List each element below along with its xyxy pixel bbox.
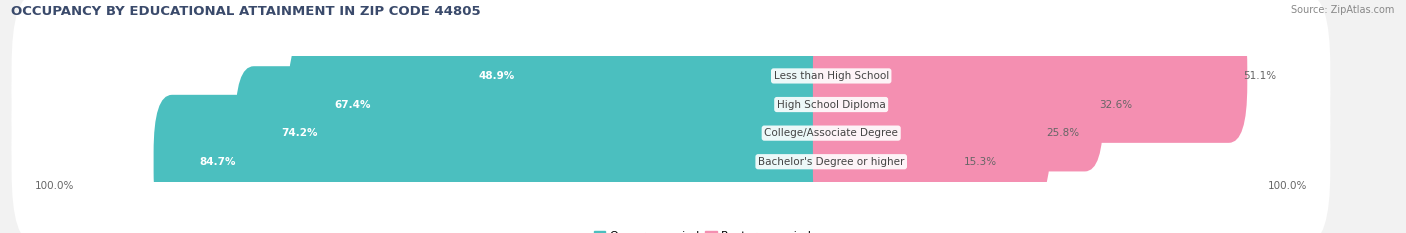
Text: 74.2%: 74.2%: [281, 128, 318, 138]
Text: High School Diploma: High School Diploma: [778, 99, 886, 110]
Text: 32.6%: 32.6%: [1098, 99, 1132, 110]
Text: Less than High School: Less than High School: [773, 71, 889, 81]
Text: 100.0%: 100.0%: [1268, 181, 1308, 191]
Text: 15.3%: 15.3%: [965, 157, 997, 167]
FancyBboxPatch shape: [11, 0, 1330, 157]
FancyBboxPatch shape: [11, 23, 1330, 186]
Text: OCCUPANCY BY EDUCATIONAL ATTAINMENT IN ZIP CODE 44805: OCCUPANCY BY EDUCATIONAL ATTAINMENT IN Z…: [11, 5, 481, 18]
Text: 51.1%: 51.1%: [1243, 71, 1275, 81]
Text: Bachelor's Degree or higher: Bachelor's Degree or higher: [758, 157, 904, 167]
FancyBboxPatch shape: [153, 95, 849, 229]
FancyBboxPatch shape: [11, 81, 1330, 233]
FancyBboxPatch shape: [813, 95, 969, 229]
FancyBboxPatch shape: [432, 9, 849, 143]
Text: College/Associate Degree: College/Associate Degree: [765, 128, 898, 138]
Text: 84.7%: 84.7%: [200, 157, 236, 167]
FancyBboxPatch shape: [235, 66, 849, 200]
Text: 25.8%: 25.8%: [1046, 128, 1078, 138]
FancyBboxPatch shape: [288, 38, 849, 171]
FancyBboxPatch shape: [813, 9, 1247, 143]
FancyBboxPatch shape: [813, 38, 1104, 171]
Text: 67.4%: 67.4%: [335, 99, 371, 110]
FancyBboxPatch shape: [11, 52, 1330, 214]
FancyBboxPatch shape: [813, 66, 1050, 200]
Text: 48.9%: 48.9%: [478, 71, 515, 81]
Legend: Owner-occupied, Renter-occupied: Owner-occupied, Renter-occupied: [589, 226, 817, 233]
Text: Source: ZipAtlas.com: Source: ZipAtlas.com: [1291, 5, 1395, 15]
Text: 100.0%: 100.0%: [35, 181, 75, 191]
